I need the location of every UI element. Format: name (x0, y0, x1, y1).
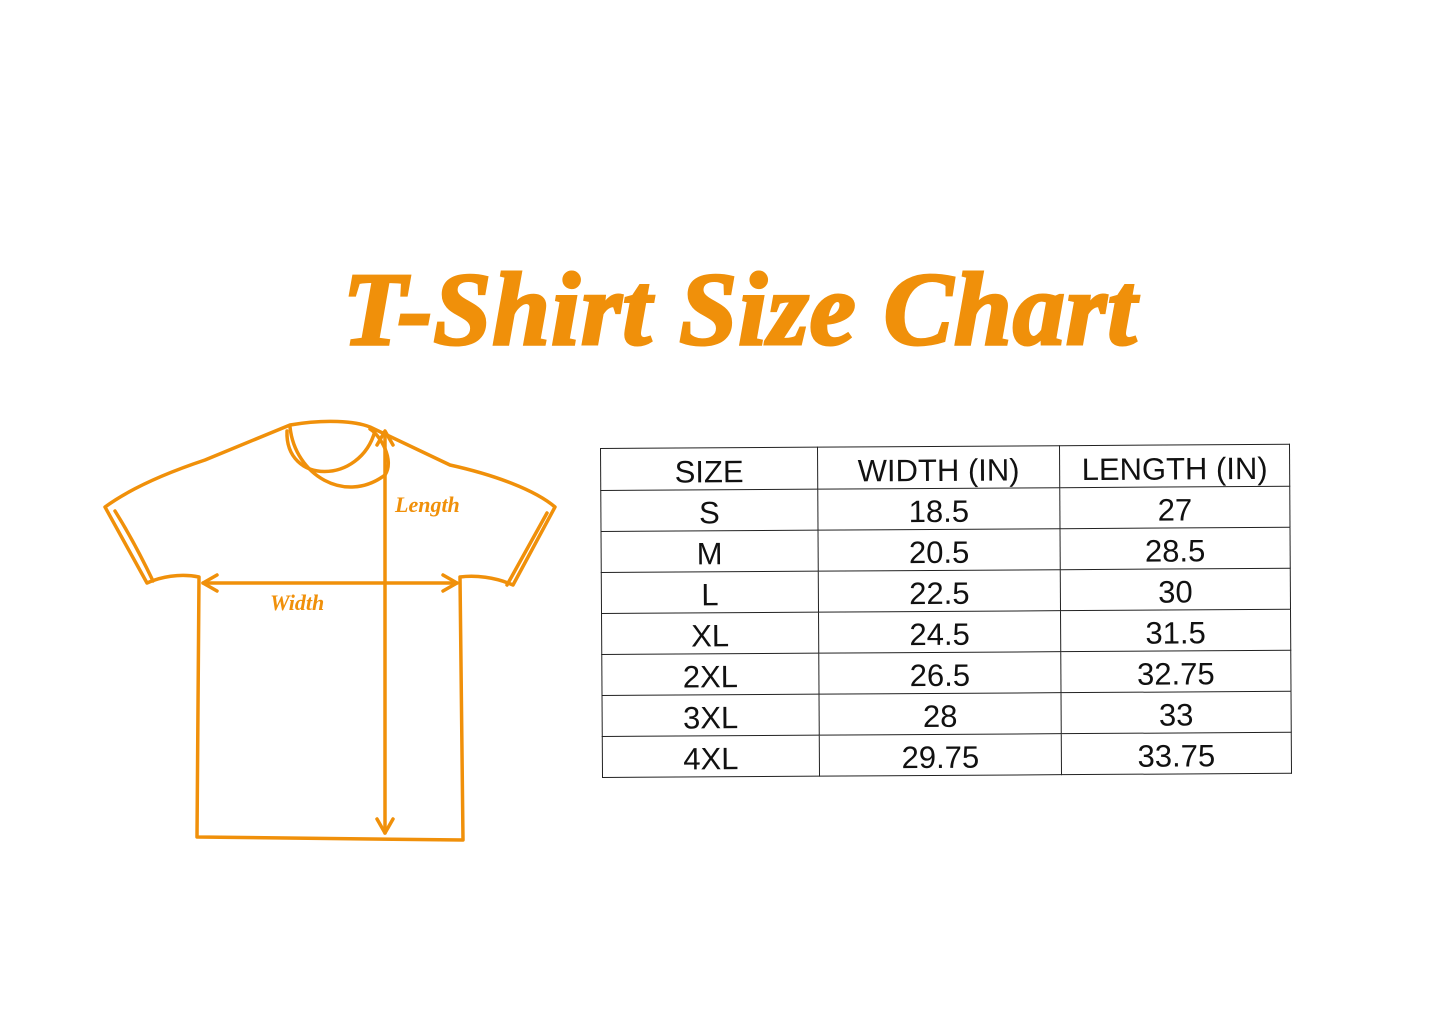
table-row: XL 24.5 31.5 (601, 609, 1291, 655)
size-cell: 3XL (602, 694, 820, 737)
table-row: L 22.5 30 (601, 568, 1291, 614)
length-cell: 27 (1059, 486, 1290, 529)
width-cell: 20.5 (818, 528, 1061, 572)
width-cell: 24.5 (818, 610, 1061, 654)
header-length: LENGTH (IN) (1059, 444, 1290, 488)
table-row: 3XL 28 33 (602, 691, 1292, 737)
width-cell: 28 (819, 692, 1062, 736)
tshirt-diagram: Length Width (103, 419, 557, 842)
size-cell: L (601, 571, 819, 614)
size-table: SIZE WIDTH (IN) LENGTH (IN) S 18.5 27 M 20.… (600, 444, 1292, 778)
width-cell: 29.75 (819, 733, 1062, 777)
length-cell: 28.5 (1060, 527, 1291, 570)
table-row: M 20.5 28.5 (601, 527, 1291, 573)
size-cell: M (601, 530, 819, 573)
size-cell: XL (601, 612, 819, 655)
page-title: T-Shirt Size Chart (341, 251, 1138, 369)
width-cell: 22.5 (818, 569, 1061, 613)
width-label: Width (270, 590, 324, 615)
length-cell: 33.75 (1061, 732, 1292, 775)
header-width: WIDTH (IN) (817, 445, 1060, 490)
length-cell: 33 (1061, 691, 1292, 734)
size-cell: 4XL (602, 735, 820, 778)
table-row: 4XL 29.75 33.75 (602, 732, 1292, 778)
table-row: S 18.5 27 (600, 486, 1290, 532)
length-cell: 30 (1060, 568, 1291, 611)
header-size: SIZE (600, 447, 818, 491)
table-header-row: SIZE WIDTH (IN) LENGTH (IN) (600, 444, 1290, 491)
width-cell: 26.5 (818, 651, 1062, 695)
length-cell: 32.75 (1060, 650, 1291, 693)
size-cell: S (600, 489, 819, 532)
table-row: 2XL 26.5 32.75 (601, 650, 1291, 696)
size-cell: 2XL (601, 653, 820, 696)
length-cell: 31.5 (1060, 609, 1291, 652)
width-cell: 18.5 (817, 487, 1061, 531)
length-label: Length (394, 492, 460, 517)
